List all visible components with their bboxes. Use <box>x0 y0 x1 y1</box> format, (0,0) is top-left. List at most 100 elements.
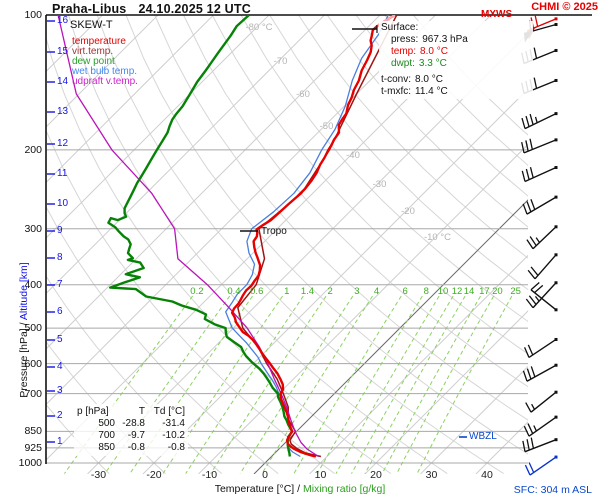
dry-adiabat-line <box>240 15 528 323</box>
mixing-ratio-value-label: 1 <box>284 286 290 297</box>
axis-title-separator: / <box>297 483 301 495</box>
isotherm-line <box>364 310 528 474</box>
mixing-ratio-value-label: 12 <box>451 286 463 297</box>
isotherm-line <box>198 143 528 474</box>
chart-title: Praha-Libus 24.10.2025 12 UTC <box>52 2 251 16</box>
surface-panel-title: Surface: <box>381 22 419 33</box>
wind-barb-icon <box>521 112 558 130</box>
table-row: 850 -0.8 -0.8 <box>98 442 185 453</box>
mixing-ratio-line <box>364 295 466 474</box>
altitude-tick-label: 1 <box>57 436 63 447</box>
legend-item-temperature: temperature <box>72 36 126 47</box>
altitude-tick-label: 9 <box>57 225 63 236</box>
axis-title-separator: / <box>18 322 30 326</box>
zero-isotherm-line <box>253 199 528 474</box>
dry-adiabat-line <box>154 15 528 421</box>
dry-adiabat-line <box>96 15 504 474</box>
isotherm-line <box>309 254 528 474</box>
wind-barb-icon <box>526 225 558 250</box>
table-row: 500 -28.8 -31.4 <box>98 418 185 429</box>
mixing-ratio-value-label: 10 <box>437 286 449 297</box>
diagram-type-label: SKEW-T <box>70 19 113 31</box>
temperature-tick-label: 0 <box>262 469 268 481</box>
mixing-ratio-value-label: 0.2 <box>190 286 204 297</box>
dry-adiabat-line <box>326 15 528 228</box>
pressure-tick-label: 600 <box>24 357 42 370</box>
mixing-ratio-value-label: 14 <box>463 286 475 297</box>
dry-adiabat-line <box>46 403 110 474</box>
isotherm-line <box>46 15 159 128</box>
mixing-ratio-value-label: 4 <box>373 286 380 297</box>
station-name: Praha-Libus <box>52 2 127 16</box>
temperature-tick-label: 20 <box>370 469 382 481</box>
surface-row-tmxfc: t-mxfc: 11.4 °C <box>381 86 448 97</box>
mixing-ratio-line <box>351 295 454 474</box>
mixing-ratio-line <box>381 295 481 474</box>
wind-barb-icon <box>523 337 558 359</box>
pressure-tick-label: 850 <box>24 425 42 438</box>
temperature-tick-label: -10 <box>201 469 218 481</box>
wind-barb-icon <box>523 415 558 437</box>
altitude-tick-label: 8 <box>57 252 63 263</box>
plot-gridlines <box>46 15 528 474</box>
max-wind-speed-label: MXWS <box>481 9 513 20</box>
altitude-tick-label: 12 <box>57 138 69 149</box>
temperature-curve <box>230 15 396 458</box>
surface-elevation-label: SFC: 304 m ASL <box>513 484 592 496</box>
mixing-ratio-value-label: 1.4 <box>300 286 315 297</box>
legend: SKEW-T temperature virt.temp. dew point wet… <box>70 20 138 87</box>
dry-adiabat-line <box>355 15 528 197</box>
pressure-altitude-axis-title: Pressure [hPa] / Altitude [km] <box>18 230 30 430</box>
temperature-tick-label: 40 <box>481 469 493 481</box>
temperature-axis-title: Temperature [°C] <box>214 483 295 495</box>
isotherm-label: -60 <box>296 89 310 100</box>
isotherm-label: -30 <box>372 179 387 190</box>
altitude-tick-label: 2 <box>57 410 63 421</box>
wind-barb-icon <box>525 390 558 413</box>
legend-item-udpraft-v-temp-: udpraft v.temp. <box>72 76 138 87</box>
mixing-ratio-line <box>239 295 354 474</box>
dry-adiabat-line <box>211 15 528 355</box>
dew-point-curve <box>107 15 294 457</box>
mixing-ratio-line <box>293 295 402 474</box>
mixing-ratio-value-label: 0.4 <box>227 286 241 297</box>
temperature-tick-label: -20 <box>146 469 162 481</box>
isotherm-line <box>46 15 214 184</box>
altitude-axis-title: Altitude [km] <box>18 262 30 321</box>
sounding-curves <box>57 15 398 458</box>
legend-item-virt-temp-: virt.temp. <box>72 46 114 57</box>
isotherm-label: -80 °C <box>245 22 273 33</box>
mixing-ratio-value-label: 3 <box>354 286 360 297</box>
temperature-tick-label: 10 <box>314 469 327 481</box>
pressure-tick-label: 400 <box>24 278 42 291</box>
wind-barb-icon <box>527 253 558 280</box>
wind-barb-icon <box>522 363 558 382</box>
mixing-ratio-value-label: 6 <box>402 286 408 297</box>
surface-row-dwpt: dwpt: 3.3 °C <box>391 58 447 69</box>
copyright-label: CHMI © 2025 <box>531 1 598 13</box>
altitude-tick-label: 4 <box>57 361 63 372</box>
mixing-ratio-line <box>335 295 440 474</box>
isotherm-label: -10 °C <box>423 232 452 243</box>
dry-adiabat-line <box>384 15 528 167</box>
mixing-ratio-line <box>185 295 304 474</box>
surface-info-panel: Surface: press: 967.3 hPa temp: 8.0 °C dwpt:… <box>379 21 533 99</box>
mixing-ratio-line <box>210 295 327 474</box>
altitude-tick-label: 5 <box>57 334 63 345</box>
dry-adiabat-line <box>298 15 528 259</box>
legend-item-dew-point: dew point <box>72 56 115 67</box>
dry-adiabat-line <box>125 15 528 455</box>
surface-row-temp: temp: 8.0 °C <box>391 46 448 57</box>
altitude-tick-label: 11 <box>57 168 68 179</box>
mixing-ratio-line <box>416 295 513 474</box>
table-header-row: p [hPa] T Td [°C] <box>77 406 185 417</box>
isotherm-line <box>420 365 528 474</box>
dry-adiabat-line <box>68 15 448 474</box>
mixing-ratio-axis-title: Mixing ratio [g/kg] <box>302 483 386 495</box>
pressure-tick-label: 700 <box>24 387 42 400</box>
wind-barb-icon <box>522 195 558 215</box>
altitude-tick-label: 3 <box>57 385 63 396</box>
mixing-ratio-line <box>396 295 495 474</box>
